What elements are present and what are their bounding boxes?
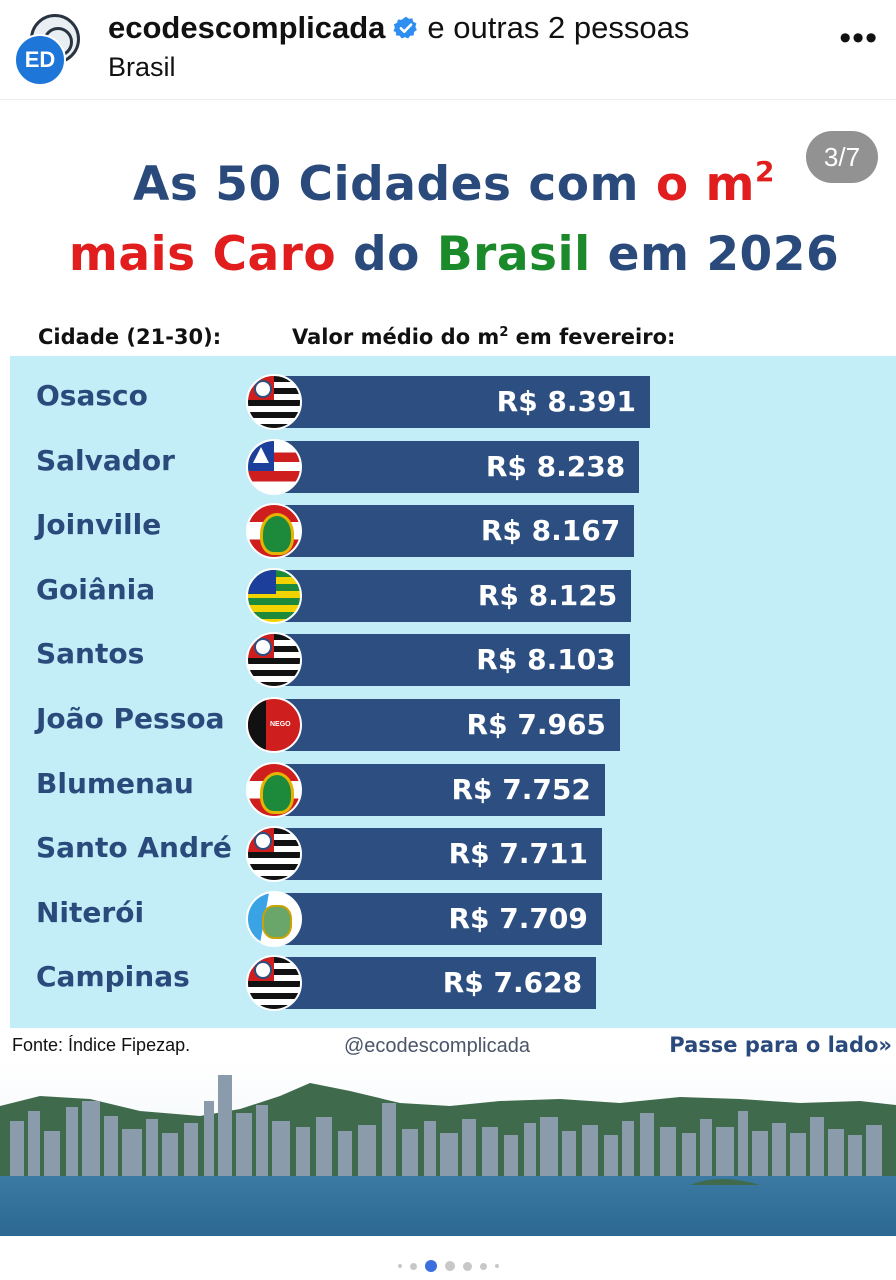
value-bar: R$ 7.965 xyxy=(280,699,620,751)
city-label: Santos xyxy=(36,637,145,671)
username[interactable]: ecodescomplicada xyxy=(108,10,386,45)
city-skyline-image xyxy=(0,1061,896,1236)
bar-value-label: R$ 8.238 xyxy=(485,449,626,483)
ranking-row: Santo André R$ 7.711 xyxy=(10,823,896,883)
goias-flag-icon xyxy=(246,567,302,624)
pagination-dot[interactable] xyxy=(409,1262,417,1270)
rio-de-janeiro-flag-icon xyxy=(246,890,302,947)
bar-value-label: R$ 8.391 xyxy=(496,385,636,418)
santa-catarina-flag-icon xyxy=(246,761,302,818)
bar-value-label: R$ 8.103 xyxy=(476,643,616,677)
collaborators-text[interactable]: e outras 2 pessoas xyxy=(427,10,690,45)
ranking-row: Goiânia R$ 8.125 xyxy=(10,565,896,625)
bar-value-label: R$ 7.711 xyxy=(448,837,588,871)
santa-catarina-flag-icon xyxy=(246,503,302,560)
pagination-dot[interactable] xyxy=(479,1262,487,1270)
post-location[interactable]: Brasil xyxy=(108,52,176,82)
sao-paulo-flag-icon xyxy=(246,826,302,883)
column-header-value-text: Valor médio do m xyxy=(292,325,500,349)
verified-badge-icon xyxy=(393,16,418,39)
title-superscript: 2 xyxy=(754,155,775,188)
pagination-dot[interactable] xyxy=(444,1261,455,1271)
handle-watermark: @ecodescomplicada xyxy=(344,1035,530,1057)
bahia-flag-icon xyxy=(246,438,302,495)
ranking-row: Salvador R$ 8.238 xyxy=(10,436,896,496)
city-label: Salvador xyxy=(36,443,175,477)
city-label: Osasco xyxy=(36,379,148,412)
bar-value-label: R$ 8.167 xyxy=(480,514,621,548)
value-bar: R$ 8.238 xyxy=(280,440,640,493)
carousel-pagination[interactable] xyxy=(0,1256,896,1276)
column-header-sup: 2 xyxy=(499,325,509,340)
ranking-row: Campinas R$ 7.628 xyxy=(10,952,896,1012)
value-bar: R$ 7.752 xyxy=(280,763,605,816)
title-line-2: mais Caro do Brasil em 2026 xyxy=(0,227,896,282)
title-highlight: Caro xyxy=(212,227,337,282)
value-bar: R$ 8.391 xyxy=(280,376,650,428)
value-bar: R$ 8.167 xyxy=(280,505,635,558)
ranking-chart: Osasco R$ 8.391 Salvador R$ 8.238 Joinville R… xyxy=(10,356,896,1028)
ranking-row: Joinville R$ 8.167 xyxy=(10,500,896,560)
pagination-dot[interactable] xyxy=(397,1264,402,1268)
bar-value-label: R$ 7.628 xyxy=(442,966,583,1000)
title-highlight: Brasil xyxy=(436,227,591,282)
swipe-hint: Passe para o lado» xyxy=(669,1033,892,1057)
pagination-dot[interactable] xyxy=(462,1261,472,1271)
carousel-counter: 3/7 xyxy=(806,131,878,183)
city-label: João Pessoa xyxy=(36,702,225,735)
ranking-row: Niterói R$ 7.709 xyxy=(10,888,896,948)
value-bar: R$ 8.125 xyxy=(280,569,632,622)
column-header-city: Cidade (21-30): xyxy=(38,325,222,349)
post-author[interactable]: ecodescomplicada e outras 2 pessoas xyxy=(108,10,689,46)
source-note: Fonte: Índice Fipezap. xyxy=(12,1035,191,1055)
city-label: Goiânia xyxy=(36,572,156,606)
paraiba-flag-icon: NEGO xyxy=(246,697,302,753)
more-options-icon[interactable]: ••• xyxy=(839,19,878,57)
column-header-value-tail: em fevereiro: xyxy=(508,325,676,349)
sao-paulo-flag-icon xyxy=(246,374,302,430)
title-line-1: As 50 Cidades com o m2 xyxy=(0,155,896,212)
value-bar: R$ 7.711 xyxy=(280,828,602,881)
bar-value-label: R$ 7.965 xyxy=(466,708,606,741)
bar-value-label: R$ 8.125 xyxy=(477,578,618,612)
ranking-row: Blumenau R$ 7.752 xyxy=(10,759,896,819)
pagination-dot[interactable] xyxy=(424,1260,437,1272)
title-part: em 2026 xyxy=(590,227,840,282)
value-bar: R$ 7.709 xyxy=(280,892,602,945)
title-part: do xyxy=(336,227,437,282)
ranking-row: João Pessoa R$ 7.965 NEGO xyxy=(10,694,896,754)
pagination-dot[interactable] xyxy=(494,1264,499,1268)
ranking-row: Santos R$ 8.103 xyxy=(10,629,896,689)
flag-text: NEGO xyxy=(270,721,291,728)
city-label: Campinas xyxy=(36,960,190,994)
profile-avatar[interactable]: ED xyxy=(12,12,82,86)
avatar-initials: ED xyxy=(14,34,66,86)
city-label: Blumenau xyxy=(36,766,194,800)
column-header-value: Valor médio do m2 em fevereiro: xyxy=(292,325,675,349)
city-label: Joinville xyxy=(36,508,162,542)
post-image[interactable]: 3/7 As 50 Cidades com o m2 mais Caro do … xyxy=(0,101,896,1236)
city-label: Santo André xyxy=(36,831,232,865)
post-header: ED ecodescomplicada e outras 2 pessoas B… xyxy=(0,0,896,100)
value-bar: R$ 8.103 xyxy=(280,634,630,687)
ranking-row: Osasco R$ 8.391 xyxy=(10,371,896,431)
title-part: As 50 Cidades com xyxy=(133,157,656,212)
bar-value-label: R$ 7.752 xyxy=(451,772,591,806)
title-highlight: o m xyxy=(655,157,755,212)
title-part: mais xyxy=(68,227,213,282)
value-bar: R$ 7.628 xyxy=(280,957,597,1010)
city-label: Niterói xyxy=(36,895,145,929)
bar-value-label: R$ 7.709 xyxy=(448,901,588,935)
sao-paulo-flag-icon xyxy=(246,955,302,1012)
sao-paulo-flag-icon xyxy=(246,632,302,689)
